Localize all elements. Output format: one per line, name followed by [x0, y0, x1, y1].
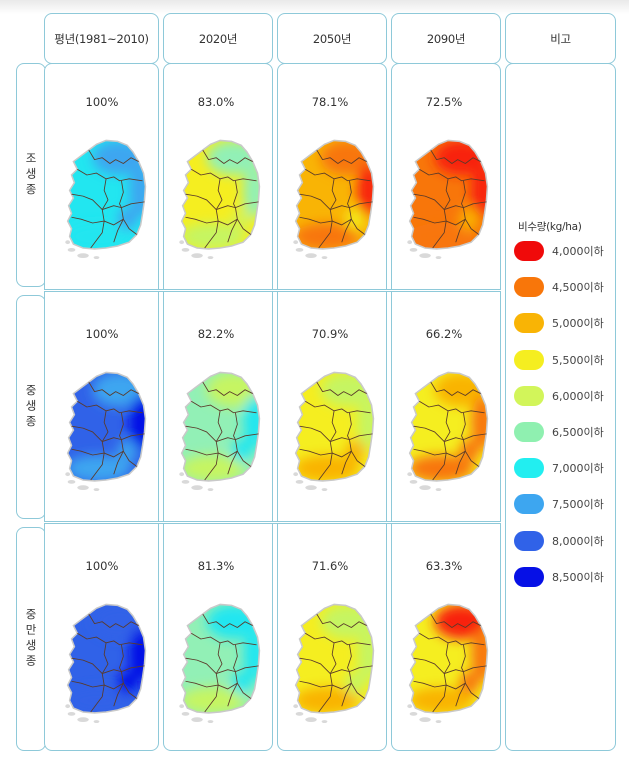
- korea-map-svg: [65, 371, 147, 491]
- map-cell: 100%: [48, 295, 156, 519]
- legend-label: 7,000이하: [552, 462, 604, 476]
- korea-map: [402, 135, 498, 263]
- header-2050: 2050년: [277, 13, 387, 64]
- korea-map: [288, 367, 384, 495]
- header-label: 평년(1981~2010): [54, 31, 149, 46]
- korea-map-svg: [293, 139, 375, 259]
- legend-swatch: [514, 566, 544, 587]
- header-label: 비고: [550, 31, 571, 46]
- percent-label: 100%: [85, 95, 119, 109]
- legend-swatch: [514, 349, 544, 370]
- korea-map-svg: [407, 139, 489, 259]
- korea-map-svg: [179, 139, 261, 259]
- korea-map-svg: [65, 603, 147, 723]
- map-cell: 83.0%: [162, 63, 270, 287]
- legend-item: 6,000이하: [514, 385, 604, 407]
- percent-label: 83.0%: [197, 95, 235, 109]
- legend-item: 7,000이하: [514, 457, 604, 479]
- header-2090: 2090년: [391, 13, 501, 64]
- row-divider: [44, 289, 501, 292]
- korea-map: [60, 367, 156, 495]
- legend-label: 6,500이하: [552, 426, 604, 439]
- korea-map: [288, 599, 384, 727]
- legend-label: 5,500이하: [552, 353, 604, 367]
- legend-label: 5,000이하: [552, 317, 604, 331]
- row-label-mid: 중생종: [16, 295, 46, 519]
- legend-label: 4,000이하: [552, 245, 604, 258]
- map-cell: 66.2%: [390, 295, 498, 519]
- map-cell: 70.9%: [276, 295, 384, 519]
- legend-swatch: [514, 458, 544, 479]
- header-remarks: 비고: [505, 13, 616, 64]
- map-cell: 100%: [48, 63, 156, 287]
- legend-title: 비수량(kg/ha): [518, 221, 582, 233]
- korea-map-svg: [293, 603, 375, 723]
- map-cell: 63.3%: [390, 527, 498, 751]
- legend-swatch: [514, 385, 544, 406]
- legend-label: 8,500이하: [552, 570, 604, 584]
- legend-item: 5,500이하: [514, 349, 604, 371]
- legend-item: 4,500이하: [514, 276, 604, 298]
- header-label: 2090년: [426, 31, 466, 46]
- korea-map: [288, 135, 384, 263]
- row-divider: [44, 521, 501, 524]
- legend-swatch: [514, 277, 544, 298]
- percent-label: 72.5%: [425, 95, 463, 109]
- korea-map: [174, 367, 270, 495]
- legend-label: 8,000이하: [552, 534, 604, 548]
- korea-map-svg: [179, 371, 261, 491]
- legend-swatch: [514, 422, 544, 442]
- header-label: 2020년: [198, 31, 238, 46]
- legend-label: 4,500이하: [552, 281, 604, 295]
- legend-item: 5,000이하: [514, 312, 604, 334]
- header-label: 2050년: [312, 31, 352, 46]
- percent-label: 82.2%: [197, 327, 235, 341]
- header-normal-period: 평년(1981~2010): [44, 13, 159, 64]
- korea-map: [60, 599, 156, 727]
- legend-swatch: [514, 494, 544, 515]
- map-cell: 78.1%: [276, 63, 384, 287]
- korea-map-svg: [179, 603, 261, 723]
- column-remarks: [505, 63, 616, 751]
- row-label-early: 조생종: [16, 63, 46, 287]
- korea-map: [174, 135, 270, 263]
- map-cell: 71.6%: [276, 527, 384, 751]
- korea-map: [60, 135, 156, 263]
- percent-label: 63.3%: [425, 559, 463, 573]
- legend-label: 6,000이하: [552, 389, 604, 403]
- korea-map: [174, 599, 270, 727]
- percent-label: 71.6%: [311, 559, 349, 573]
- map-cell: 81.3%: [162, 527, 270, 751]
- legend-swatch: [514, 241, 544, 261]
- row-label-mid-late: 중만생종: [16, 527, 46, 751]
- percent-label: 78.1%: [311, 95, 349, 109]
- map-cell: 82.2%: [162, 295, 270, 519]
- korea-map: [402, 367, 498, 495]
- map-cell: 72.5%: [390, 63, 498, 287]
- percent-label: 70.9%: [311, 327, 349, 341]
- percent-label: 81.3%: [197, 559, 235, 573]
- legend-item: 7,500이하: [514, 493, 604, 515]
- percent-label: 100%: [85, 327, 119, 341]
- legend-label: 7,500이하: [552, 498, 604, 512]
- legend-item: 4,000이하: [514, 240, 604, 262]
- percent-label: 66.2%: [425, 327, 463, 341]
- legend-item: 8,000이하: [514, 530, 604, 552]
- header-2020: 2020년: [163, 13, 273, 64]
- legend-item: 8,500이하: [514, 566, 604, 588]
- korea-map-svg: [407, 603, 489, 723]
- legend-item: 6,500이하: [514, 421, 604, 443]
- korea-map: [402, 599, 498, 727]
- korea-map-svg: [407, 371, 489, 491]
- legend-swatch: [514, 530, 544, 551]
- legend-swatch: [514, 313, 544, 334]
- map-cell: 100%: [48, 527, 156, 751]
- percent-label: 100%: [85, 559, 119, 573]
- korea-map-svg: [65, 139, 147, 259]
- korea-map-svg: [293, 371, 375, 491]
